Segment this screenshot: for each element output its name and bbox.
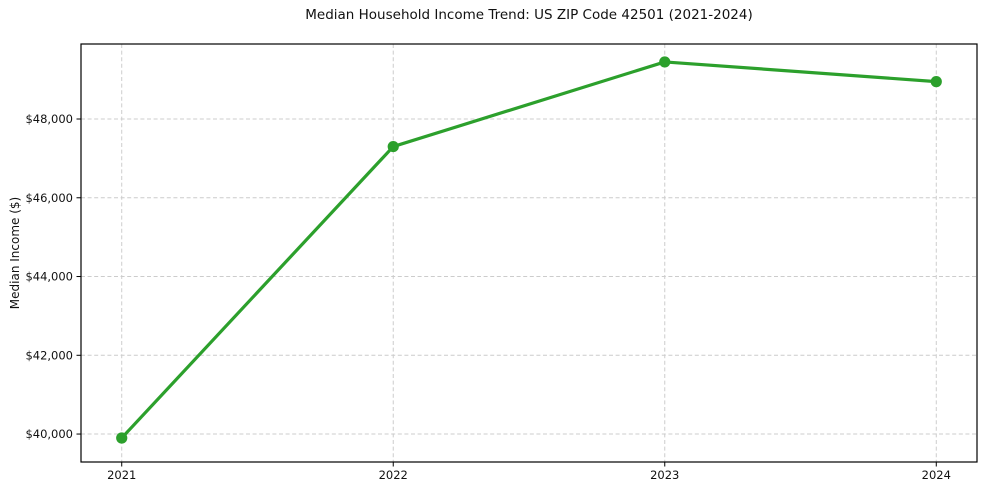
- data-point-marker: [116, 432, 128, 444]
- trend-line: [120, 60, 938, 440]
- data-point-marker: [659, 56, 671, 68]
- data-point-marker: [930, 76, 942, 88]
- y-tick-label: $42,000: [25, 348, 73, 362]
- data-point-marker: [387, 140, 399, 153]
- x-tick-label: 2021: [107, 468, 136, 482]
- y-tick-label: $46,000: [25, 191, 73, 205]
- y-tick-label: $48,000: [25, 112, 73, 126]
- x-tick-label: 2023: [650, 468, 679, 482]
- y-tick-label: $44,000: [25, 270, 73, 284]
- x-tick-label: 2024: [922, 468, 951, 482]
- x-tick-label: 2022: [379, 468, 408, 482]
- y-tick-label: $40,000: [25, 427, 73, 441]
- chart-title: Median Household Income Trend: US ZIP Co…: [305, 7, 753, 23]
- plot-border: [80, 43, 978, 463]
